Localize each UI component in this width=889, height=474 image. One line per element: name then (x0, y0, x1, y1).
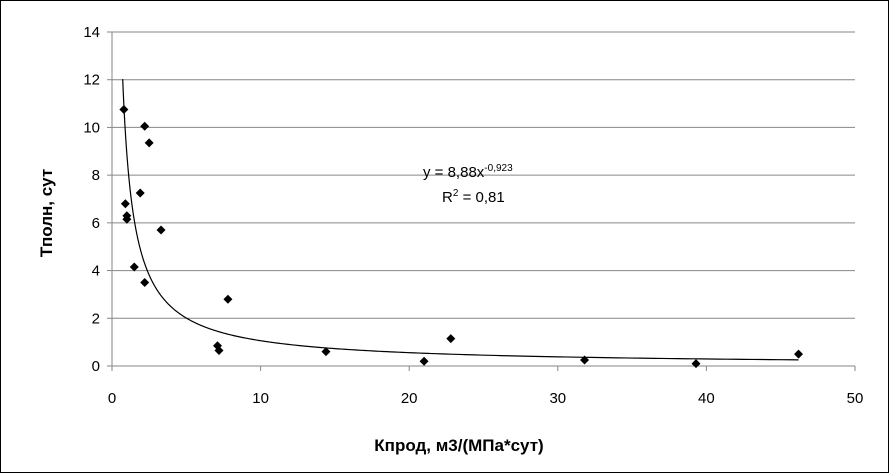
x-tick-label: 50 (847, 390, 864, 407)
y-tick-label: 12 (83, 72, 100, 89)
y-tick-label: 10 (83, 119, 100, 136)
axis-ticks: 0 2 4 6 8 10 12 14 0 10 20 30 40 50 (83, 24, 863, 407)
data-point (119, 105, 129, 115)
data-point (135, 188, 145, 198)
x-tick-label: 10 (252, 390, 269, 407)
x-axis-title: Кпрод, м3/(МПа*сут) (374, 436, 543, 455)
data-point (129, 262, 139, 272)
x-tick-label: 40 (698, 390, 715, 407)
x-tick-label: 20 (401, 390, 418, 407)
data-point (144, 138, 154, 148)
y-tick-label: 14 (83, 24, 100, 41)
trendline-r2: R2 = 0,81 (442, 188, 505, 206)
data-point (156, 225, 166, 235)
y-tick-label: 2 (92, 310, 100, 327)
data-point (214, 345, 224, 355)
data-point (140, 121, 150, 131)
data-point (223, 294, 233, 304)
data-point (140, 278, 150, 287)
x-tick-label: 0 (108, 390, 116, 407)
y-tick-label: 0 (92, 358, 100, 375)
data-point (321, 347, 331, 357)
data-point (580, 355, 590, 365)
data-point (122, 214, 132, 224)
data-point (419, 356, 429, 366)
y-tick-label: 6 (92, 215, 100, 232)
trendline-equation: y = 8,88x-0,923 (423, 163, 513, 181)
data-point (120, 199, 130, 209)
data-points (119, 105, 804, 369)
data-point (794, 349, 804, 359)
y-tick-label: 4 (92, 263, 100, 280)
gridlines (112, 31, 855, 319)
trendline (122, 79, 799, 361)
x-tick-label: 30 (549, 390, 566, 407)
data-point (691, 359, 701, 369)
y-axis-title: Тполн, сут (37, 169, 56, 257)
y-tick-label: 8 (92, 167, 100, 184)
data-point (446, 334, 456, 344)
